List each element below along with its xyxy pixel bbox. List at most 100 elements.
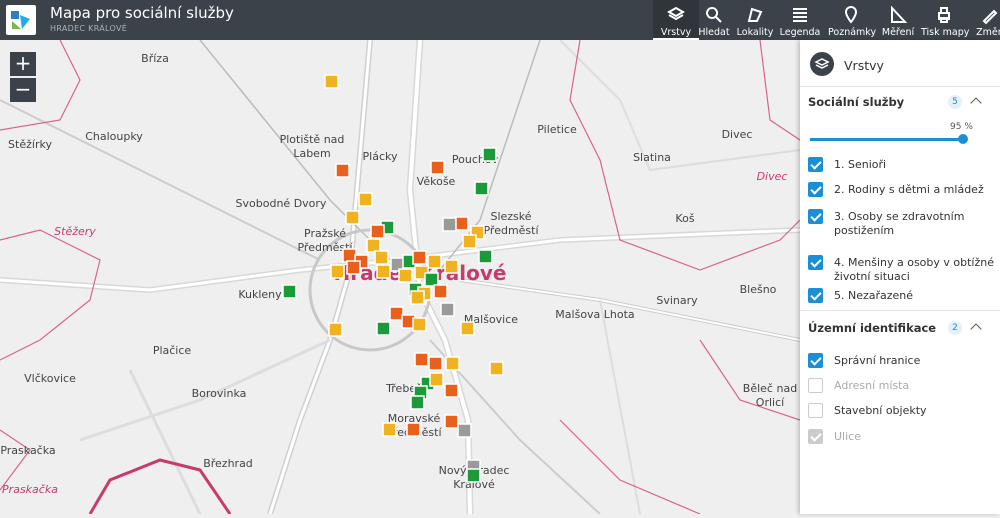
service-marker[interactable] <box>330 264 345 279</box>
layer-label: 5. Nezařazené <box>834 289 914 302</box>
service-marker[interactable] <box>462 234 477 249</box>
service-marker[interactable] <box>342 248 357 263</box>
service-marker[interactable] <box>358 192 373 207</box>
place-label: Divec <box>757 170 788 183</box>
toolbar-button[interactable]: Lokality <box>732 0 778 40</box>
service-marker[interactable] <box>466 468 481 483</box>
service-marker[interactable] <box>370 224 385 239</box>
toolbar-button[interactable]: Měření <box>875 0 921 40</box>
service-marker[interactable] <box>374 250 389 265</box>
layer-label: Adresní místa <box>834 379 910 392</box>
service-marker[interactable] <box>444 414 459 429</box>
service-marker[interactable] <box>410 395 425 410</box>
section-count: 2 <box>948 321 962 335</box>
layer-checkbox[interactable] <box>808 288 823 303</box>
place-label: Nový Hradec Králové <box>439 464 510 491</box>
toolbar-button[interactable]: Legenda <box>777 0 823 40</box>
place-label: Bříza <box>141 52 169 65</box>
toolbar-label: Změn <box>976 27 1000 38</box>
service-marker[interactable] <box>324 74 339 89</box>
service-marker[interactable] <box>478 249 493 264</box>
logo[interactable] <box>6 5 36 35</box>
icon-shape <box>982 9 998 25</box>
layer-checkbox[interactable] <box>808 255 823 270</box>
service-markers <box>282 74 504 483</box>
toolbar-label: Měření <box>881 27 915 38</box>
service-marker[interactable] <box>376 321 391 336</box>
service-marker[interactable] <box>433 284 448 299</box>
layer-checkbox[interactable] <box>808 209 823 224</box>
service-marker[interactable] <box>440 302 455 317</box>
zoom-out[interactable]: − <box>10 78 36 102</box>
zoom-in[interactable]: + <box>10 52 36 76</box>
place-label: Běleč nad Orlicí <box>743 382 797 409</box>
panel-icon <box>810 52 834 76</box>
collapse-toggle[interactable] <box>970 97 982 109</box>
service-marker[interactable] <box>482 147 497 162</box>
service-marker[interactable] <box>460 321 475 336</box>
layer-checkbox[interactable] <box>808 403 823 418</box>
service-marker[interactable] <box>474 181 489 196</box>
toolbar-button[interactable]: Vrstvy <box>653 0 699 40</box>
service-marker[interactable] <box>424 272 439 287</box>
service-marker[interactable] <box>454 216 469 231</box>
service-marker[interactable] <box>457 423 472 438</box>
service-marker[interactable] <box>398 268 413 283</box>
toolbar-icon <box>844 5 858 24</box>
place-label: Slatina <box>633 151 671 164</box>
service-marker[interactable] <box>410 290 425 305</box>
opacity-handle[interactable] <box>958 134 968 144</box>
service-marker[interactable] <box>412 317 427 332</box>
service-marker[interactable] <box>445 356 460 371</box>
service-marker[interactable] <box>389 306 404 321</box>
toolbar-button[interactable]: Změn <box>967 0 1000 40</box>
map[interactable]: Bříza Chaloupky Plotiště nad Labem Plácky Pou… <box>0 39 801 515</box>
toolbar-label: Legenda <box>779 27 821 38</box>
layer-checkbox[interactable] <box>808 182 823 197</box>
place-label: Stěžery <box>54 225 96 238</box>
service-marker[interactable] <box>406 422 421 437</box>
service-marker[interactable] <box>414 352 429 367</box>
service-marker[interactable] <box>345 210 360 225</box>
service-marker[interactable] <box>444 259 459 274</box>
service-marker[interactable] <box>328 322 343 337</box>
icon-shape <box>891 5 908 23</box>
city-boundary <box>88 458 232 515</box>
service-marker[interactable] <box>335 163 350 178</box>
layer-label: Ulice <box>834 430 861 443</box>
service-marker[interactable] <box>427 254 442 269</box>
service-marker[interactable] <box>444 383 459 398</box>
place-label: Borovinka <box>192 387 247 400</box>
place-label: Svobodné Dvory <box>236 197 327 210</box>
service-marker[interactable] <box>442 217 457 232</box>
service-marker[interactable] <box>428 356 443 371</box>
layers-panel: Vrstvy Sociální služby 5 95 % 1. Senioři 2. … <box>800 40 1000 514</box>
layer-checkbox <box>808 429 823 444</box>
service-marker[interactable] <box>429 372 444 387</box>
service-marker[interactable] <box>282 284 297 299</box>
toolbar-icon <box>793 8 807 22</box>
service-marker[interactable] <box>382 422 397 437</box>
toolbar-button[interactable]: Poznámky <box>828 0 876 40</box>
toolbar-icon <box>891 5 908 23</box>
service-marker[interactable] <box>376 264 391 279</box>
toolbar-button[interactable]: Hledat <box>691 0 737 40</box>
opacity-value: 95 % <box>950 122 973 132</box>
place-label: Kukleny <box>238 288 282 301</box>
layer-checkbox[interactable] <box>808 353 823 368</box>
collapse-toggle[interactable] <box>970 323 982 335</box>
service-marker[interactable] <box>366 238 381 253</box>
toolbar-button[interactable]: Tisk mapy <box>921 0 969 40</box>
place-label: Blešno <box>740 283 777 296</box>
service-marker[interactable] <box>489 361 504 376</box>
service-marker[interactable] <box>430 160 445 175</box>
toolbar-icon <box>982 9 998 25</box>
service-marker[interactable] <box>346 260 361 275</box>
layer-checkbox[interactable] <box>808 157 823 172</box>
toolbar-icon <box>666 6 686 21</box>
place-label: Třebeš <box>385 382 422 395</box>
place-label: Praskačka <box>0 444 55 457</box>
place-label: Piletice <box>537 123 577 136</box>
service-marker[interactable] <box>412 250 427 265</box>
